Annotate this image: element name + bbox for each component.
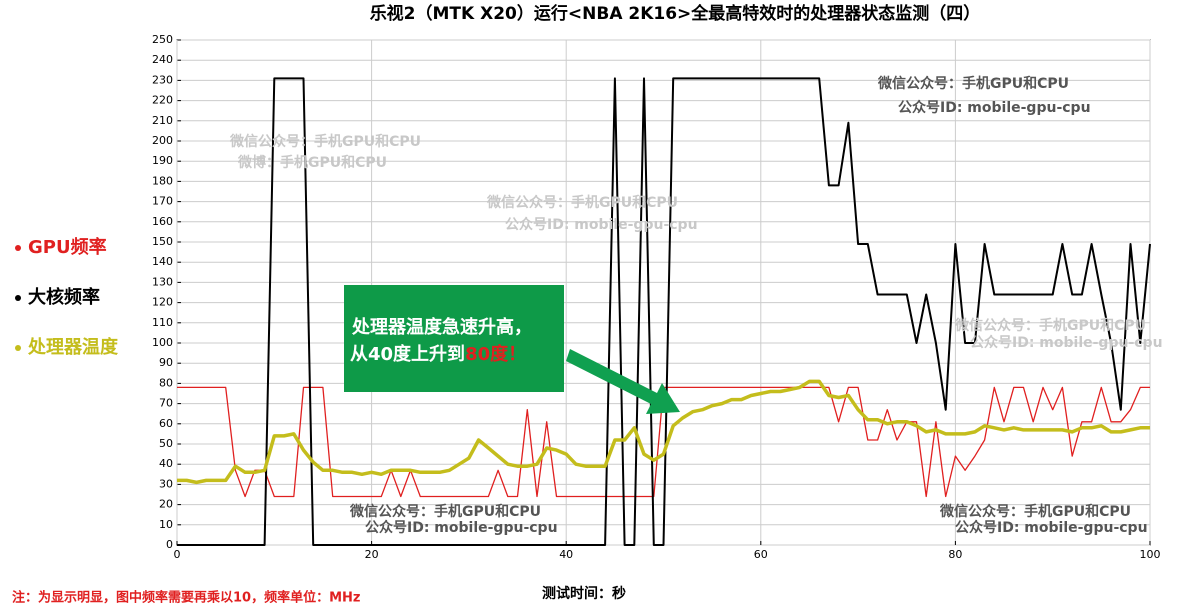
annotation-text-part: 从40度上升到: [350, 343, 465, 365]
watermark: 微信公众号：手机GPU和CPU: [877, 75, 1069, 92]
y-tick-label: 30: [159, 477, 173, 490]
legend-bullet: [15, 245, 21, 251]
y-tick-label: 120: [152, 296, 173, 309]
y-tick-label: 150: [152, 235, 173, 248]
watermark: 公众号ID: mobile-gpu-cpu: [898, 99, 1091, 116]
legend-label: 大核频率: [28, 286, 100, 308]
y-tick-label: 160: [152, 215, 173, 228]
y-tick-label: 110: [152, 316, 173, 329]
legend-bullet: [15, 345, 21, 351]
annotation-text: 从40度上升到80度！: [350, 343, 526, 365]
watermark: 微信公众号：手机GPU和CPU: [229, 133, 421, 150]
legend-bullet: [15, 295, 21, 301]
footnote: 注：为显示明显，图中频率需要再乘以10，频率单位：MHz: [12, 590, 360, 606]
watermark: 公众号ID: mobile-gpu-cpu: [955, 519, 1148, 536]
series-line: [177, 379, 1150, 485]
y-tick-label: 250: [152, 33, 173, 46]
watermark: 微信公众号：手机GPU和CPU: [939, 503, 1131, 520]
x-tick-label: 60: [754, 548, 768, 561]
watermark: 微信公众号：手机GPU和CPU: [349, 503, 541, 520]
y-tick-label: 180: [152, 174, 173, 187]
annotation-box: [344, 285, 564, 392]
plot-background: [176, 39, 1151, 546]
y-tick-label: 10: [159, 518, 173, 531]
y-tick-label: 60: [159, 417, 173, 430]
legend-label: GPU频率: [28, 236, 107, 258]
y-tick-label: 130: [152, 275, 173, 288]
legend-label: 处理器温度: [27, 336, 119, 358]
y-tick-label: 50: [159, 437, 173, 450]
y-tick-label: 170: [152, 195, 173, 208]
watermark: 微信公众号：手机GPU和CPU: [486, 194, 678, 211]
y-tick-label: 40: [159, 457, 173, 470]
y-tick-label: 90: [159, 356, 173, 369]
watermark: 微博：手机GPU和CPU: [237, 154, 387, 171]
watermarks: 微信公众号：手机GPU和CPU 微博：手机GPU和CPU 微信公众号：手机GPU和C…: [229, 75, 1163, 536]
y-tick-label: 20: [159, 498, 173, 511]
y-tick-label: 200: [152, 134, 173, 147]
x-tick-label: 0: [174, 548, 181, 561]
y-tick-label: 80: [159, 376, 173, 389]
y-tick-label: 210: [152, 114, 173, 127]
watermark: 公众号ID: mobile-gpu-cpu: [365, 519, 558, 536]
y-tick-label: 190: [152, 154, 173, 167]
y-tick-label: 230: [152, 73, 173, 86]
y-tick-label: 220: [152, 94, 173, 107]
annotation-text: 处理器温度急速升高，: [351, 316, 532, 338]
watermark: 公众号ID: mobile-gpu-cpu: [505, 216, 698, 233]
y-tick-label: 240: [152, 53, 173, 66]
watermark: 微信公众号：手机GPU和CPU: [954, 317, 1146, 334]
y-tick-label: 0: [166, 538, 173, 551]
x-tick-label: 40: [559, 548, 573, 561]
chart-title: 乐视2（MTK X20）运行<NBA 2K16>全最高特效时的处理器状态监测（四…: [370, 3, 981, 24]
x-tick-label: 80: [948, 548, 962, 561]
y-tick-label: 70: [159, 397, 173, 410]
y-tick-label: 140: [152, 255, 173, 268]
watermark: 公众号ID: mobile-gpu-cpu: [970, 334, 1163, 351]
annotation-highlight: 80度！: [465, 343, 526, 365]
x-tick-label: 100: [1140, 548, 1161, 561]
annotation: 处理器温度急速升高， 从40度上升到80度！: [344, 285, 680, 414]
x-axis-label: 测试时间：秒: [542, 585, 626, 602]
y-tick-label: 100: [152, 336, 173, 349]
annotation-arrow: [566, 349, 680, 414]
x-tick-label: 20: [365, 548, 379, 561]
series-line: [177, 77, 1151, 546]
